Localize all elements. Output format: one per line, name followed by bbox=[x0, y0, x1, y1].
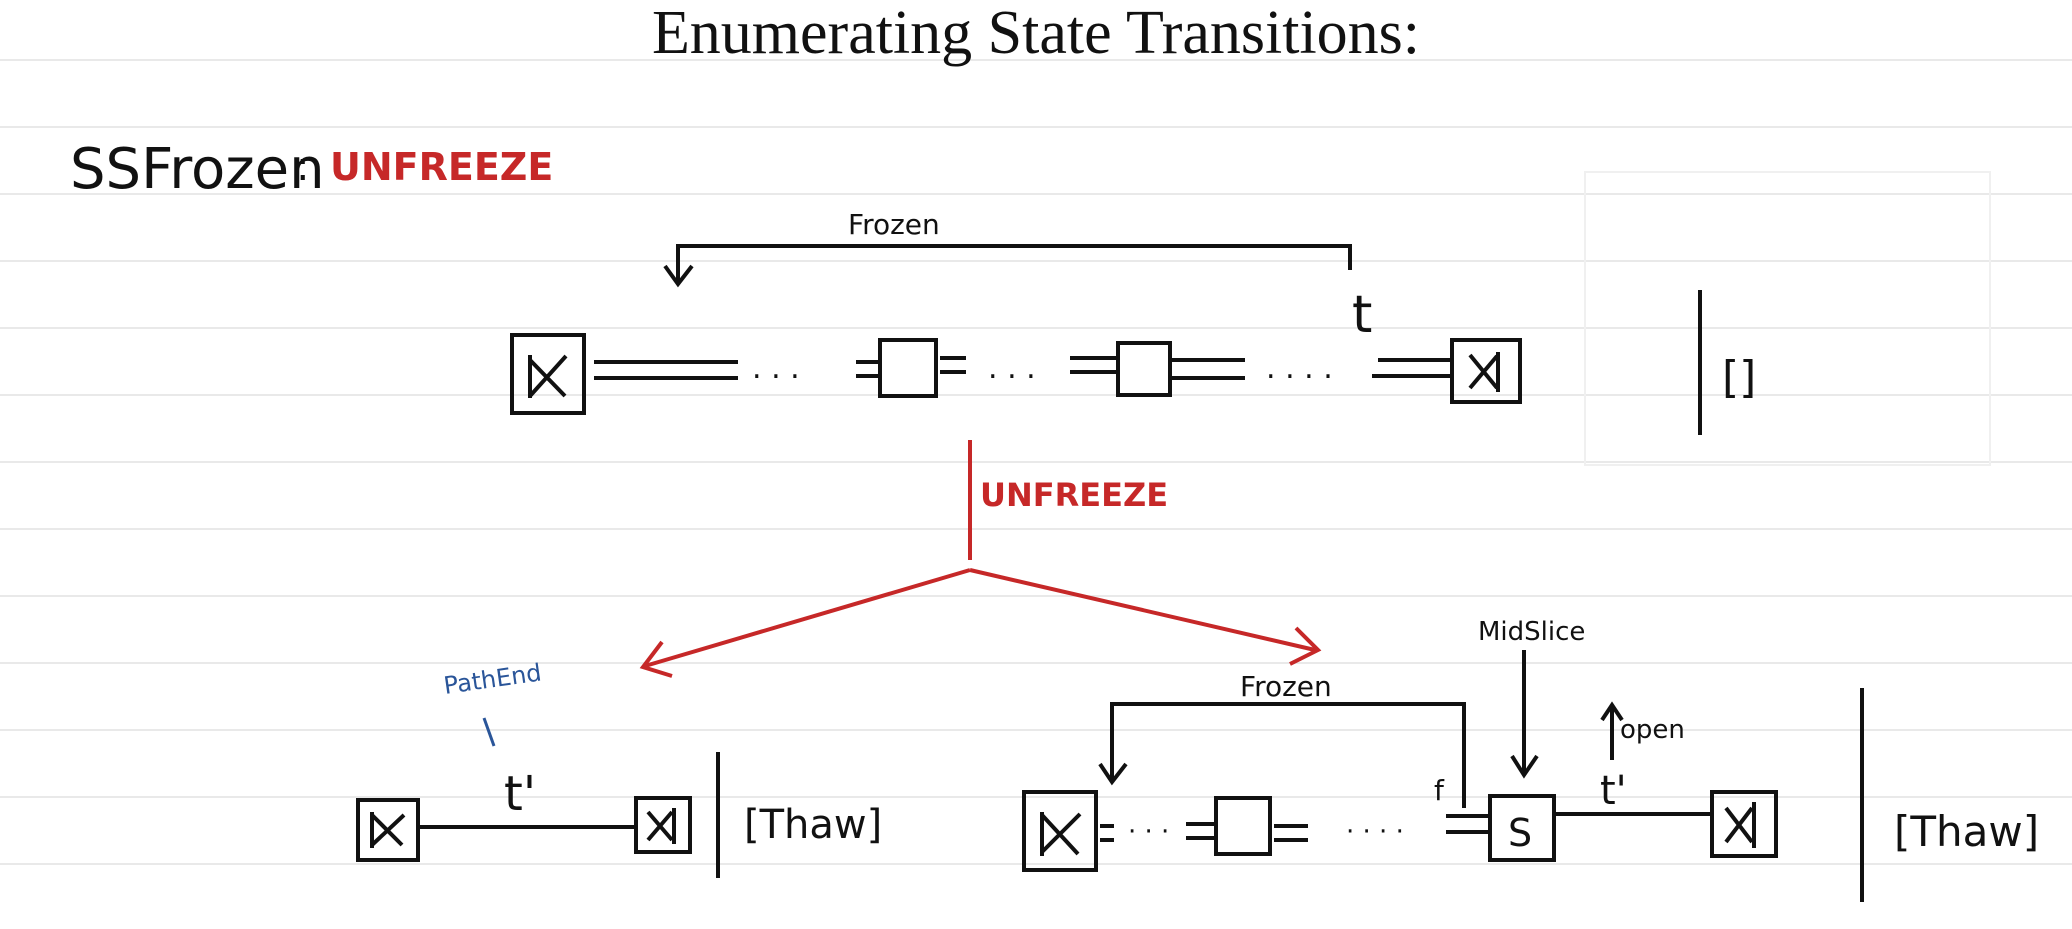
s-node bbox=[1488, 794, 1556, 862]
f-label: f bbox=[1434, 774, 1445, 807]
right-start-node-mark bbox=[1040, 812, 1082, 856]
left-stack-label: [Thaw] bbox=[744, 802, 882, 848]
pathend-pointer bbox=[482, 717, 496, 747]
right-end-node-mark bbox=[1724, 802, 1756, 848]
right-frozen-bracket bbox=[1110, 702, 1466, 808]
left-start-node-mark bbox=[370, 812, 406, 848]
left-edge-label: t' bbox=[504, 766, 536, 822]
right-stack-label: [Thaw] bbox=[1894, 807, 2039, 856]
right-result bbox=[1022, 650, 1864, 902]
transition-arrows bbox=[639, 440, 1322, 678]
top-diagram bbox=[663, 244, 1352, 288]
ruled-lines bbox=[0, 59, 2072, 865]
top-dots-1: . . . bbox=[752, 351, 800, 386]
right-dots-1: · · · bbox=[1128, 817, 1169, 847]
top-dots-3: . . . . bbox=[1266, 351, 1333, 386]
top-end-node-mark bbox=[1468, 352, 1500, 392]
top-frozen-label: Frozen bbox=[848, 208, 940, 241]
midslice-label: MidSlice bbox=[1478, 617, 1585, 647]
left-end-node-mark bbox=[646, 808, 676, 844]
top-mid-node-1 bbox=[878, 338, 938, 398]
right-frozen-label: Frozen bbox=[1240, 670, 1332, 703]
section-label: SSFrozen bbox=[70, 137, 325, 202]
section-colon: : bbox=[296, 144, 309, 190]
right-frozen-arrowhead bbox=[1098, 762, 1128, 786]
left-branch-arrowhead bbox=[639, 640, 673, 678]
right-branch-arrowhead bbox=[1289, 626, 1322, 666]
left-end-node bbox=[634, 796, 692, 854]
top-start-node-mark bbox=[528, 354, 568, 398]
right-start-node bbox=[1022, 790, 1098, 872]
open-label: open bbox=[1620, 715, 1685, 745]
right-mid-node bbox=[1214, 796, 1272, 856]
frozen-bracket bbox=[676, 244, 1352, 282]
right-end-node bbox=[1710, 790, 1778, 858]
top-mid-node-2 bbox=[1116, 341, 1172, 397]
frozen-bracket-arrowhead bbox=[663, 264, 694, 288]
top-stack-label: [] bbox=[1722, 352, 1756, 403]
midslice-arrowhead bbox=[1510, 754, 1539, 779]
s-node-label: S bbox=[1508, 811, 1532, 855]
right-edge-label: t' bbox=[1600, 768, 1627, 814]
transition-label: UNFREEZE bbox=[980, 476, 1168, 514]
top-end-node bbox=[1450, 338, 1522, 404]
top-cursor-label: t bbox=[1352, 285, 1372, 345]
section-action: UNFREEZE bbox=[330, 145, 553, 189]
left-result-path bbox=[356, 752, 720, 878]
top-path bbox=[510, 290, 1702, 435]
page-title: Enumerating State Transitions: bbox=[651, 0, 1421, 67]
top-dots-2: . . . bbox=[988, 351, 1036, 386]
top-start-node bbox=[510, 333, 586, 415]
left-start-node bbox=[356, 798, 420, 862]
pathend-annotation: PathEnd bbox=[442, 659, 543, 700]
open-arrowhead bbox=[1600, 701, 1624, 722]
faint-frame bbox=[1584, 171, 1991, 466]
right-dots-2: · · · · bbox=[1346, 817, 1404, 847]
